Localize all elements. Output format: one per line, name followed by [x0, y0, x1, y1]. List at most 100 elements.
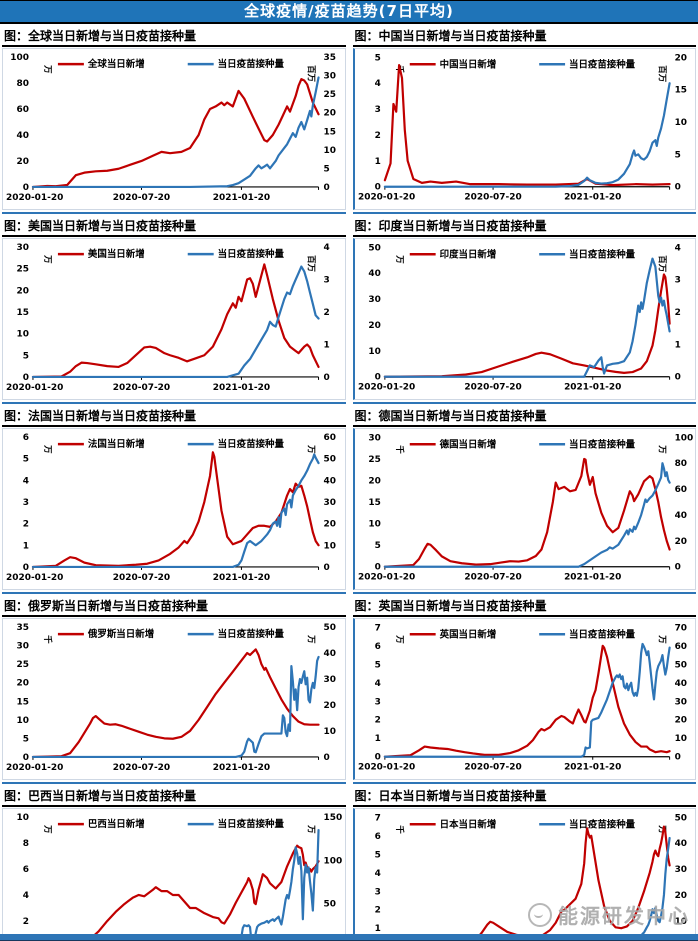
left-axis-tick-label: 6: [374, 642, 380, 652]
x-tick-label: 2020-07-20: [113, 763, 170, 773]
right-axis-tick-label: 60: [674, 642, 686, 652]
vaccination-line: [31, 265, 320, 379]
right-axis-tick-label: 0: [674, 753, 680, 763]
legend-blue-label: 当日疫苗接种量: [569, 818, 636, 830]
right-axis-unit: 万: [657, 634, 667, 644]
right-axis-tick-label: 4: [324, 243, 330, 253]
left-axis-tick-label: 1: [23, 541, 29, 551]
legend-red-label: 中国当日新增: [439, 58, 496, 70]
chart-panel: 图：巴西当日新增与当日疫苗接种量 0246810050100150万万2020-…: [2, 782, 346, 941]
left-axis-tick-label: 0: [23, 563, 29, 573]
right-axis-tick-label: 0: [674, 373, 680, 383]
left-axis-tick-label: 7: [374, 813, 380, 823]
left-axis-tick-label: 3: [374, 697, 380, 707]
left-axis-tick-label: 2: [23, 917, 29, 927]
right-axis-tick-label: 100: [324, 856, 343, 866]
left-axis-tick-label: 6: [23, 865, 29, 875]
left-axis-tick-label: 4: [23, 891, 29, 901]
right-axis-tick-label: 0: [674, 563, 680, 573]
right-axis-tick-label: 20: [324, 520, 336, 530]
chart-header: 图：全球当日新增与当日疫苗接种量: [2, 25, 346, 47]
vaccination-line: [631, 836, 671, 941]
chart-box: 0 5 10 15 20 25 30 0 20 40 60 80 100 千 万 2020-01-20 2020…: [352, 428, 696, 590]
left-axis-tick-label: 2: [374, 131, 380, 141]
left-axis-tick-label: 100: [10, 53, 29, 63]
right-axis-unit: 百万: [657, 65, 667, 82]
line-chart: 0 20 40 60 80 100 0 5 10 15 20 25 30 35 万 百万 2020-01-20 2…: [6, 53, 336, 203]
left-axis-tick-label: 5: [23, 351, 29, 361]
vaccination-line: [383, 82, 671, 188]
left-axis-unit: 万: [43, 824, 53, 834]
legend-red-label: 德国当日新增: [438, 438, 496, 450]
left-axis-tick-label: 5: [374, 53, 380, 63]
x-tick-label: 2020-07-20: [464, 763, 521, 773]
left-axis-tick-label: 2: [374, 906, 380, 916]
right-axis-tick-label: 50: [674, 660, 686, 670]
x-tick-label: 2020-01-20: [6, 763, 63, 773]
legend-blue-label: 当日疫苗接种量: [218, 818, 285, 830]
left-axis-tick-label: 30: [368, 433, 380, 443]
left-axis-tick-label: 35: [16, 623, 28, 633]
legend-blue-label: 当日疫苗接种量: [218, 58, 285, 70]
legend-red-label: 日本当日新增: [439, 818, 496, 830]
left-axis-tick-label: 5: [374, 541, 380, 551]
charts-grid: 图：全球当日新增与当日疫苗接种量 0 20 40 60 80 100 0 5 10 15 20 25 3…: [0, 24, 698, 941]
right-axis-tick-label: 1: [324, 340, 330, 350]
left-axis-tick-label: 4: [374, 79, 380, 89]
left-axis-tick-label: 5: [23, 734, 29, 744]
right-axis-tick-label: 70: [674, 623, 686, 633]
right-axis-tick-label: 3: [324, 276, 330, 286]
x-tick-label: 2020-01-20: [6, 573, 63, 583]
left-axis-tick-label: 20: [16, 157, 28, 167]
left-axis-tick-label: 0: [23, 183, 29, 193]
left-axis-tick-label: 2: [374, 716, 380, 726]
legend-blue-label: 当日疫苗接种量: [218, 438, 285, 450]
right-axis-tick-label: 20: [324, 109, 336, 119]
legend-blue-label: 当日疫苗接种量: [218, 628, 285, 640]
chart-box: 0 1 2 3 4 5 6 7 0 10 20 30 40 50 60 70 万万 2020-01-20 2020-…: [352, 618, 696, 780]
right-axis-tick-label: 20: [324, 701, 336, 711]
left-axis-tick-label: 6: [374, 832, 380, 842]
left-axis-tick-label: 1: [374, 924, 380, 934]
chart-panel: 图：美国当日新增与当日疫苗接种量 0 5 10 15 20 25 30 0 1 2 3 4 万 百万 202…: [2, 212, 346, 400]
x-tick-label: 2020-07-20: [464, 573, 521, 583]
line-chart: 0 5 10 15 20 25 30 0 1 2 3 4 万 百万 2020-01-20 2020-07-20…: [6, 243, 330, 393]
left-axis-unit: 万: [43, 444, 53, 454]
legend-red-label: 印度当日新增: [439, 248, 496, 260]
x-tick-label: 2020-01-20: [357, 383, 414, 393]
left-axis-tick-label: 20: [368, 476, 380, 486]
left-axis-tick-label: 30: [368, 295, 380, 305]
chart-header: 图：日本当日新增与当日疫苗接种量: [352, 785, 696, 807]
x-tick-label: 2021-01-20: [213, 573, 270, 583]
right-axis-tick-label: 150: [324, 813, 343, 823]
x-tick-label: 2020-07-20: [113, 193, 170, 203]
report-title: 全球疫情/疫苗趋势(7日平均): [244, 2, 454, 20]
x-tick-label: 2020-01-20: [6, 193, 63, 203]
right-axis-tick-label: 0: [324, 373, 330, 383]
report-title-bar: 全球疫情/疫苗趋势(7日平均): [0, 0, 698, 24]
left-axis-tick-label: 40: [16, 131, 28, 141]
x-tick-label: 2020-07-20: [464, 193, 521, 203]
left-axis-tick-label: 60: [16, 105, 28, 115]
chart-panel: 图：中国当日新增与当日疫苗接种量 0 1 2 3 4 5 0 5 10 15 20 千百万 2020-0…: [352, 24, 696, 210]
new-cases-line: [383, 644, 671, 758]
right-axis-tick-label: 1: [674, 340, 680, 350]
right-axis-tick-label: 40: [324, 476, 336, 486]
chart-panel: 图：印度当日新增与当日疫苗接种量 0 10 20 30 40 50 0 1 2 3 4 万 百万 2020…: [352, 212, 696, 400]
bottom-bar: [0, 934, 698, 941]
x-tick-label: 2020-01-20: [357, 573, 414, 583]
right-axis-tick-label: 40: [674, 839, 686, 849]
right-axis-tick-label: 50: [324, 455, 336, 465]
right-axis-tick-label: 30: [674, 697, 686, 707]
left-axis-tick-label: 10: [16, 330, 28, 340]
chart-panel: 图：法国当日新增与当日疫苗接种量 0 1 2 3 4 5 6 0 10 20 30 40 50 60 万万 2…: [2, 402, 346, 590]
new-cases-line: [31, 451, 320, 569]
chart-box: 0 5 10 15 20 25 30 0 1 2 3 4 万 百万 2020-01-20 2020-07-20…: [2, 238, 346, 400]
legend-red-label: 英国当日新增: [438, 628, 496, 640]
chart-box: 0246810050100150万万2020-01-202020-07-2020…: [2, 808, 346, 941]
chart-header: 图：俄罗斯当日新增与当日疫苗接种量: [2, 595, 346, 617]
right-axis-unit: 万: [307, 634, 317, 644]
right-axis-tick-label: 40: [674, 511, 686, 521]
right-axis-tick-label: 0: [324, 563, 330, 573]
